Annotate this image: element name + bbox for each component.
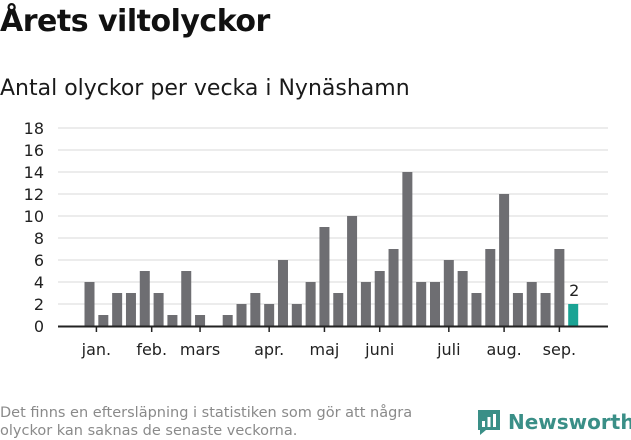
x-tick-label: feb.	[136, 340, 167, 359]
x-tick-label: sep.	[543, 340, 576, 359]
bar	[291, 304, 302, 326]
x-tick-label: aug.	[487, 340, 522, 359]
y-tick-label: 12	[24, 185, 44, 204]
bar-highlight	[568, 304, 579, 326]
newsworthy-logo-icon	[478, 410, 500, 435]
x-tick-label: juli	[436, 340, 460, 359]
x-tick-label: maj	[310, 340, 340, 359]
bar	[305, 282, 316, 326]
bar	[457, 271, 468, 326]
x-tick-label: jan.	[81, 340, 111, 359]
bar	[360, 282, 371, 326]
bar	[526, 282, 537, 326]
y-tick-label: 8	[34, 229, 44, 248]
bar	[430, 282, 440, 326]
x-tick-label: mars	[180, 340, 220, 359]
bar	[416, 282, 427, 326]
newsworthy-logo-text: Newsworthy	[508, 410, 631, 434]
bar	[195, 315, 206, 326]
bar	[250, 293, 261, 326]
y-tick-label: 10	[24, 207, 44, 226]
x-tick-label: juni	[364, 340, 394, 359]
bar	[347, 216, 358, 326]
bar	[222, 315, 233, 326]
bar	[264, 304, 275, 326]
data-label: 2	[569, 281, 579, 300]
bar	[333, 293, 344, 326]
bar	[167, 315, 178, 326]
bar	[499, 194, 510, 326]
bar	[153, 293, 164, 326]
bar	[84, 282, 95, 326]
bar	[554, 249, 565, 326]
bar	[512, 293, 523, 326]
bar	[540, 293, 551, 326]
chart-subtitle: Antal olyckor per vecka i Nynäshamn	[0, 76, 410, 101]
bar	[471, 293, 482, 326]
bar	[125, 293, 136, 326]
footnote: Det finns en eftersläpning i statistiken…	[0, 405, 413, 439]
newsworthy-logo: Newsworthy	[476, 408, 631, 436]
bar-chart: 0 2 4 6 8 10 12 14 16 18 2 jan. feb. mars apr. maj juni j…	[24, 119, 608, 359]
bar	[181, 271, 192, 326]
y-tick-label: 6	[34, 251, 44, 270]
bar	[374, 271, 385, 326]
bar	[236, 304, 247, 326]
bar	[277, 260, 288, 326]
bar	[485, 249, 496, 326]
bar	[319, 227, 330, 326]
bar	[98, 315, 109, 326]
bar	[139, 271, 150, 326]
chart-title: Årets viltolyckor	[0, 4, 270, 39]
bar	[402, 172, 413, 326]
y-tick-label: 18	[24, 119, 44, 138]
x-tick-label: apr.	[254, 340, 284, 359]
y-tick-label: 2	[34, 295, 44, 314]
y-tick-label: 16	[24, 141, 44, 160]
bar	[112, 293, 123, 326]
y-tick-label: 4	[34, 273, 44, 292]
bar	[388, 249, 399, 326]
bar	[443, 260, 454, 326]
y-tick-label: 14	[24, 163, 44, 182]
y-tick-label: 0	[34, 317, 44, 336]
